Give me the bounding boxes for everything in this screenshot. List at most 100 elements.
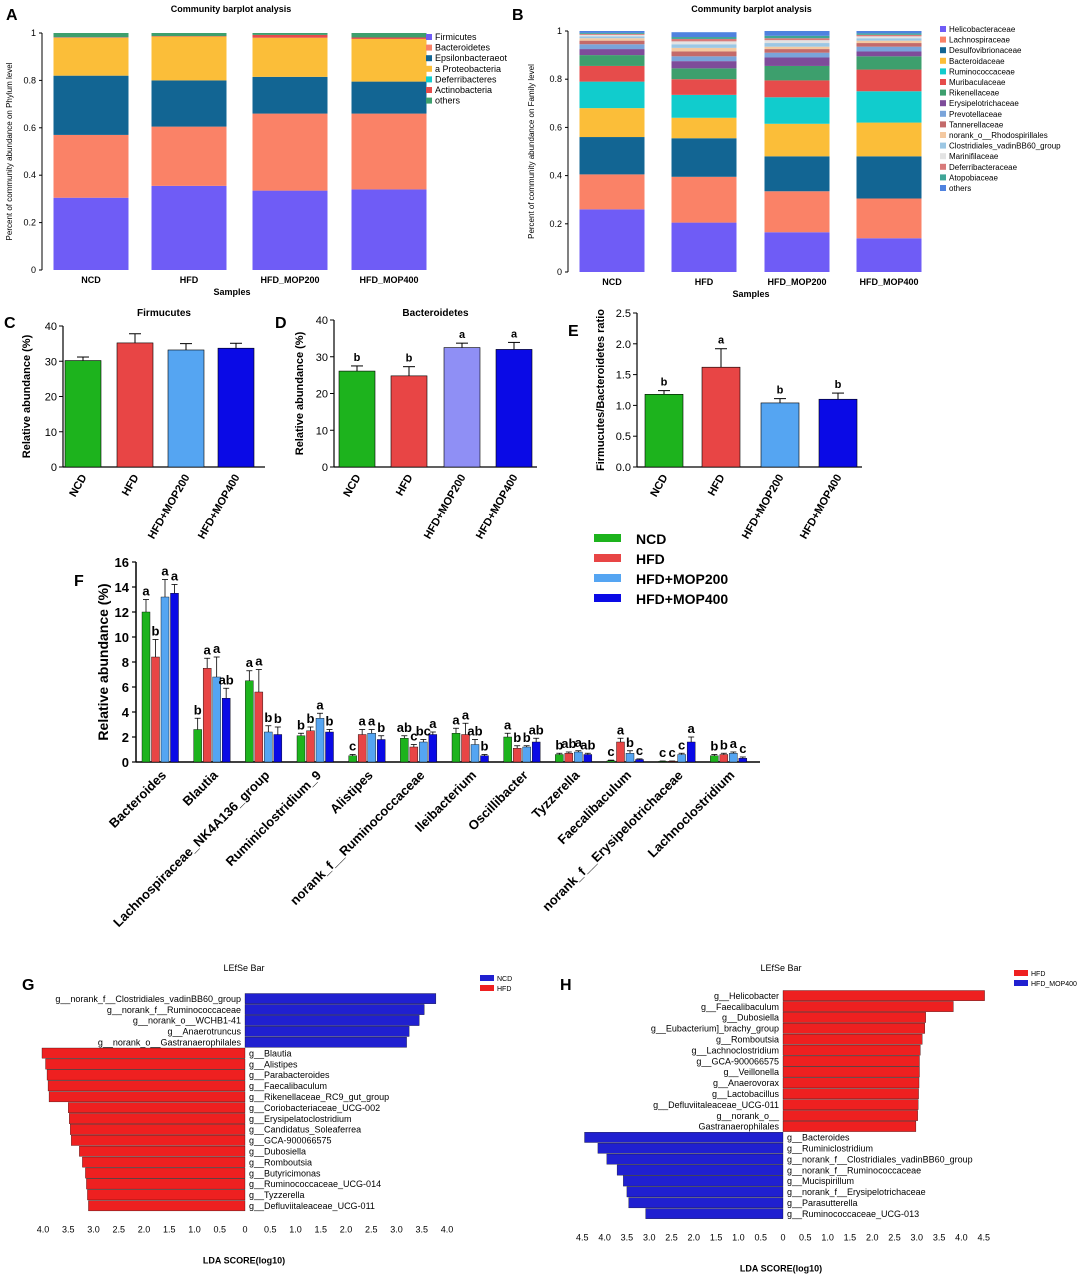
lda-bar [244,1015,420,1026]
legend-swatch [1014,980,1028,986]
stack-segment [579,31,645,33]
legend-label: HFD [1031,971,1045,978]
legend-label: Erysipelotrichaceae [949,99,1019,108]
panel-label-e: E [568,323,579,340]
bar [212,676,221,763]
y-tick-label: 6 [122,680,129,695]
taxon-label: g__Butyricimonas [249,1168,321,1178]
legend-swatch [1014,970,1028,976]
bar [167,349,205,468]
y-tick-label: 0.2 [23,218,36,228]
y-tick-label: 10 [115,630,129,645]
bar [160,596,170,763]
significance-letter: a [171,569,179,584]
stack-segment [671,38,737,42]
chart-bacteroidetes: Bacteroidetes 0 10 20 30 40 Relative abundance… [294,308,537,541]
lda-bar [645,1208,784,1219]
legend-label: others [435,96,461,106]
legend-swatch [594,534,621,542]
x-tick-label: 3.5 [621,1232,634,1242]
significance-letter: ab [529,722,544,737]
significance-letter: c [607,744,614,759]
stack-segment [671,32,737,38]
x-tick-label: 3.0 [87,1225,100,1235]
significance-letter: b [555,737,563,752]
legend-label: Firmicutes [435,32,477,42]
x-tick-label: 3.0 [911,1232,924,1242]
taxon-label: g__Helicobacter [714,991,779,1001]
legend-label: Bacteroidaceae [949,57,1005,66]
taxon-label: g__Anaerotruncus [167,1027,241,1037]
y-tick-label: 0 [51,462,57,474]
significance-letter: a [459,329,466,341]
y-axis-label: Firmucutes/Bacteroidetes ratio [595,309,607,471]
y-tick-label: 10 [316,425,328,437]
lda-bar [68,1102,246,1113]
y-tick-label: 0 [322,462,328,474]
bar [348,755,357,763]
stack-segment [856,198,922,239]
y-tick-label: 0 [122,755,129,770]
bar [170,593,179,763]
lda-bar [628,1197,784,1209]
stack-segment [579,137,645,175]
significance-letter: b [523,730,531,745]
stack-segment [671,68,737,80]
bar [470,744,480,763]
significance-letter: c [659,745,666,760]
taxon-label: g__Dubosiella [249,1147,306,1157]
bar [503,736,512,763]
panel-label-b: B [512,7,524,24]
legend-label: Deferribacteres [435,74,497,84]
lda-bar [87,1189,246,1201]
bar [606,760,616,763]
y-axis-label: Percent of community abundance on Phylum… [5,62,14,240]
legend-label: Atopobiaceae [949,173,998,182]
legend-label: Muribaculaceae [949,78,1006,87]
legend-swatch [426,87,432,93]
x-axis-label: LDA SCORE(log10) [203,1256,285,1266]
x-tick-label: 0.5 [754,1232,767,1242]
bar [461,734,470,763]
legend-swatch [940,36,946,43]
stack-segment [579,38,645,41]
x-tick-label: 1.0 [821,1232,834,1242]
significance-letter: a [688,721,696,736]
stack-segment [671,61,737,69]
bar [522,746,531,763]
legend-swatch [940,26,946,32]
taxon-label: g__Tyzzerella [249,1190,305,1200]
significance-letter: c [678,737,685,752]
significance-letter: b [835,379,842,391]
legend-label: NCD [497,976,512,983]
taxon-label: g__Rikenellaceae_RC9_gut_group [249,1092,389,1102]
stack-segment [856,38,922,41]
lda-bar [782,1099,919,1110]
taxon-label: g__Faecalibaculum [701,1002,779,1012]
stack-segment [351,37,427,39]
legend-label: Bacteroidetes [435,43,491,53]
x-tick-label: 2.0 [138,1225,151,1235]
x-tick-label: NCD [67,472,89,499]
bar [531,741,541,763]
significance-letter: a [213,641,221,656]
taxon-label: g__Alistipes [249,1059,298,1069]
bar [338,370,376,468]
lda-bar [41,1047,246,1059]
significance-letter: a [617,722,625,737]
bar [419,741,428,763]
legend-label: Clostridiales_vadinBB60_group [949,142,1061,151]
x-tick-label: HFD [706,472,728,498]
legend-swatch [940,121,946,128]
stack-segment [764,65,830,81]
bar [760,402,800,468]
bar [221,698,231,763]
legend-swatch [940,110,946,117]
y-tick-label: 1 [557,26,562,36]
stack-segment [579,65,645,82]
significance-letter: c [669,745,676,760]
significance-letter: c [739,741,746,756]
lda-bar [244,1004,425,1015]
stack-segment [252,34,328,38]
